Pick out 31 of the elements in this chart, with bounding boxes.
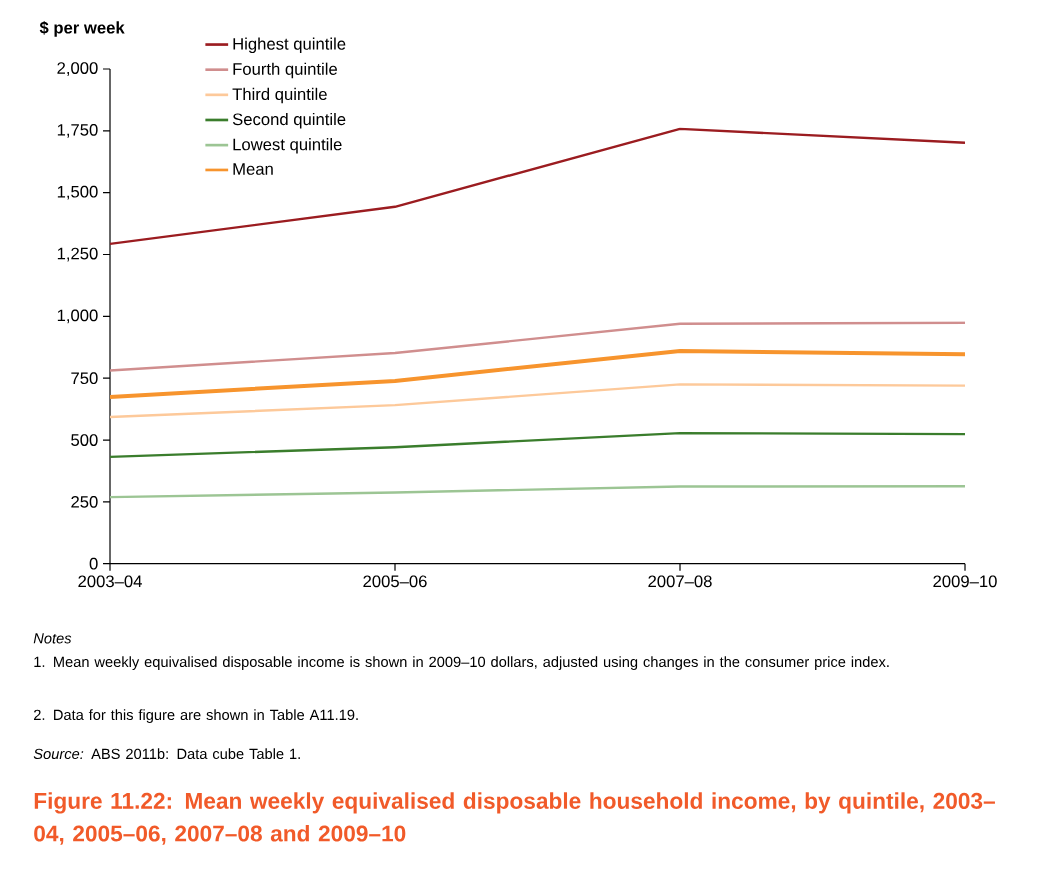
- y-tick-label: 0: [89, 557, 98, 570]
- line-series: [110, 431, 966, 459]
- y-tick-label: 750: [71, 372, 98, 385]
- y-tick-label: 250: [71, 495, 98, 508]
- legend-label: Lowest quintile: [233, 138, 342, 154]
- y-tick-label: 2,000: [57, 62, 98, 76]
- text: Notes: [33, 633, 72, 644]
- legend-label: Second quintile: [232, 112, 346, 129]
- text: Source: ABS 2011b: Data cube Table 1.: [33, 748, 300, 760]
- legend-label: Third quintile: [232, 87, 327, 104]
- line-series: [110, 127, 966, 246]
- line-series: [110, 383, 966, 419]
- legend-label: Highest quintile: [233, 37, 346, 54]
- x-tick-label: 2007–08: [648, 575, 712, 588]
- line-series: [110, 321, 966, 372]
- x-tick-label: 2005–06: [363, 575, 427, 588]
- x-tick-label: 2003–04: [78, 575, 142, 588]
- y-tick-label: 1,750: [57, 123, 98, 138]
- line-series: [110, 485, 966, 499]
- y-tick-label: 1,500: [57, 185, 98, 200]
- x-tick-label: 2009–10: [933, 575, 997, 588]
- y-tick-label: 500: [71, 434, 98, 446]
- text: Figure 11.22: Mean weekly equivalised disposable household income, by quintile, 2003–04, 2005–06, 2007–08 and 2009–10: [34, 792, 995, 845]
- line-series: [110, 348, 966, 399]
- text: 2. Data for this figure are shown in Table A11.19.: [34, 709, 358, 723]
- y-axis-title: $ per week: [39, 21, 125, 37]
- legend-label: Fourth quintile: [233, 62, 337, 79]
- y-tick-label: 1,250: [57, 247, 98, 262]
- y-tick-label: 1,000: [57, 309, 98, 324]
- legend-label: Mean: [233, 163, 273, 175]
- text: 1. Mean weekly equivalised disposable income is shown in 2009–10 dollars, adjusted using changes in the consumer price index.: [34, 656, 889, 670]
